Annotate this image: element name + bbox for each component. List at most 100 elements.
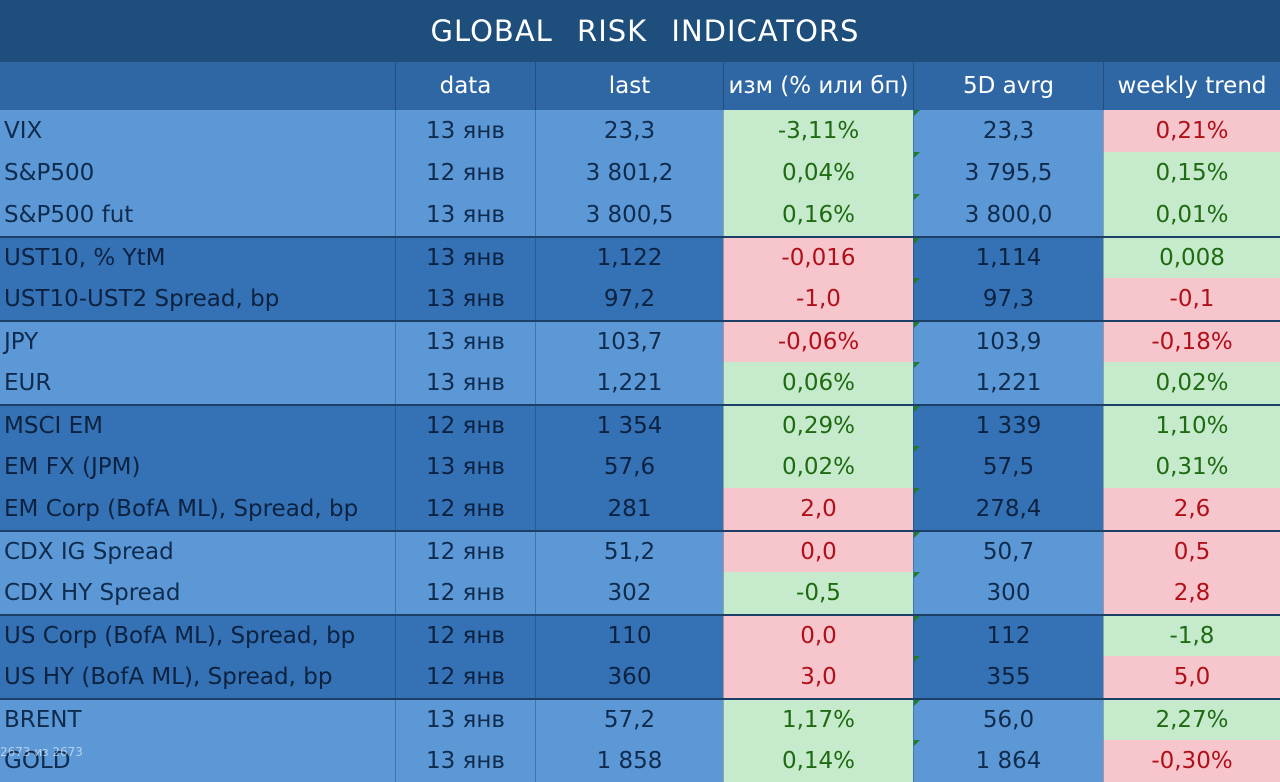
indicator-change-text: 1,17%: [781, 707, 856, 733]
indicator-change-text: 0,0: [800, 539, 837, 565]
indicator-weekly-trend-text: -1,8: [1169, 623, 1215, 649]
indicator-change: -0,06%: [723, 322, 913, 362]
indicator-change: 0,0: [723, 616, 913, 656]
indicator-5d-avg: 300: [913, 572, 1103, 614]
indicator-date-text: 12 янв: [425, 623, 505, 649]
table-header: data last изм (% или бп) 5D avrg weekly …: [0, 62, 1280, 110]
indicator-5d-avg-text: 3 795,5: [964, 160, 1053, 186]
indicator-weekly-trend-text: -0,18%: [1151, 329, 1233, 355]
indicator-5d-avg: 3 800,0: [913, 194, 1103, 236]
comment-marker-icon: [914, 572, 920, 578]
indicator-weekly-trend: 1,10%: [1103, 406, 1280, 446]
indicator-name-text: CDX IG Spread: [4, 539, 174, 565]
indicator-last: 1 858: [535, 740, 723, 782]
indicator-date-text: 13 янв: [425, 454, 505, 480]
indicator-weekly-trend-text: 0,008: [1159, 245, 1225, 271]
indicator-name-text: CDX HY Spread: [4, 580, 181, 606]
indicator-5d-avg-text: 57,5: [982, 454, 1035, 480]
indicator-5d-avg: 1,114: [913, 238, 1103, 278]
indicator-weekly-trend-text: -0,1: [1169, 286, 1215, 312]
indicator-last: 302: [535, 572, 723, 614]
indicator-5d-avg-text: 1 339: [975, 413, 1042, 439]
indicator-change: -0,016: [723, 238, 913, 278]
indicator-weekly-trend: -0,30%: [1103, 740, 1280, 782]
indicator-change: 0,02%: [723, 446, 913, 488]
indicator-date: 13 янв: [395, 446, 535, 488]
indicator-5d-avg: 1 864: [913, 740, 1103, 782]
indicator-name-text: EM FX (JPM): [4, 454, 141, 480]
indicator-change: -1,0: [723, 278, 913, 320]
indicator-date-text: 13 янв: [425, 245, 505, 271]
indicator-date-text: 12 янв: [425, 539, 505, 565]
header-change: изм (% или бп): [723, 62, 913, 110]
indicator-name-text: EM Corp (BofA ML), Spread, bp: [4, 496, 359, 522]
indicator-change-text: 0,0: [800, 623, 837, 649]
indicator-date: 12 янв: [395, 656, 535, 698]
indicator-date: 12 янв: [395, 616, 535, 656]
indicator-weekly-trend: 0,31%: [1103, 446, 1280, 488]
indicator-date-text: 12 янв: [425, 160, 505, 186]
comment-marker-icon: [914, 322, 920, 328]
indicator-last: 3 801,2: [535, 152, 723, 194]
indicator-last: 1,122: [535, 238, 723, 278]
indicator-last-text: 1 858: [596, 748, 663, 774]
indicator-change: 2,0: [723, 488, 913, 530]
indicator-5d-avg-text: 1,114: [975, 245, 1042, 271]
table-row: CDX HY Spread 12 янв 302 -0,5 300 2,8: [0, 572, 1280, 614]
comment-marker-icon: [914, 740, 920, 746]
indicator-last-text: 57,2: [603, 707, 656, 733]
indicator-5d-avg: 23,3: [913, 110, 1103, 152]
table-row: VIX 13 янв 23,3 -3,11% 23,3 0,21%: [0, 110, 1280, 152]
table-row: UST10, % YtM 13 янв 1,122 -0,016 1,114 0,008: [0, 236, 1280, 278]
title-bar: GLOBAL RISK INDICATORS: [0, 0, 1280, 62]
indicator-last: 57,6: [535, 446, 723, 488]
indicator-date-text: 13 янв: [425, 707, 505, 733]
indicator-weekly-trend-text: -0,30%: [1151, 748, 1233, 774]
comment-marker-icon: [914, 656, 920, 662]
indicator-change: 0,14%: [723, 740, 913, 782]
indicator-last: 3 800,5: [535, 194, 723, 236]
comment-marker-icon: [914, 278, 920, 284]
indicator-5d-avg-text: 23,3: [982, 118, 1035, 144]
indicator-name-text: VIX: [4, 118, 43, 144]
indicator-name: CDX IG Spread: [0, 532, 395, 572]
indicator-name-text: S&P500 fut: [4, 202, 134, 228]
indicator-change-text: -3,11%: [777, 118, 860, 144]
indicator-change-text: -1,0: [796, 286, 841, 312]
indicator-last: 23,3: [535, 110, 723, 152]
indicator-name: CDX HY Spread: [0, 572, 395, 614]
indicator-5d-avg: 355: [913, 656, 1103, 698]
indicator-change-text: 0,14%: [781, 748, 856, 774]
header-name: [0, 62, 395, 110]
indicator-last: 281: [535, 488, 723, 530]
indicator-name-text: S&P500: [4, 160, 95, 186]
header-date: data: [395, 62, 535, 110]
indicator-last-text: 1 354: [596, 413, 663, 439]
table-row: CDX IG Spread 12 янв 51,2 0,0 50,7 0,5: [0, 530, 1280, 572]
table-row: EM FX (JPM) 13 янв 57,6 0,02% 57,5 0,31%: [0, 446, 1280, 488]
indicator-date-text: 13 янв: [425, 329, 505, 355]
indicator-last: 360: [535, 656, 723, 698]
indicator-date: 13 янв: [395, 322, 535, 362]
indicator-name-text: GOLD: [4, 748, 71, 774]
indicator-5d-avg: 1,221: [913, 362, 1103, 404]
indicator-name: UST10-UST2 Spread, bp: [0, 278, 395, 320]
indicator-date-text: 13 янв: [425, 202, 505, 228]
indicator-last-text: 23,3: [603, 118, 656, 144]
indicator-name: S&P500: [0, 152, 395, 194]
indicator-5d-avg-text: 355: [986, 664, 1031, 690]
indicator-change-text: 2,0: [800, 496, 837, 522]
comment-marker-icon: [914, 194, 920, 200]
indicator-weekly-trend: 2,6: [1103, 488, 1280, 530]
indicator-weekly-trend-text: 0,31%: [1155, 454, 1229, 480]
table-row: BRENT 13 янв 57,2 1,17% 56,0 2,27%: [0, 698, 1280, 740]
table-row: S&P500 fut 13 янв 3 800,5 0,16% 3 800,0 0,01%: [0, 194, 1280, 236]
indicator-5d-avg: 57,5: [913, 446, 1103, 488]
indicator-weekly-trend-text: 2,27%: [1155, 707, 1229, 733]
indicator-date: 13 янв: [395, 362, 535, 404]
comment-marker-icon: [914, 362, 920, 368]
indicator-5d-avg-text: 1,221: [975, 370, 1042, 396]
indicator-5d-avg-text: 3 800,0: [964, 202, 1053, 228]
table-row: US HY (BofA ML), Spread, bp 12 янв 360 3,0 3…: [0, 656, 1280, 698]
watermark: 2673 из 2673: [0, 745, 83, 759]
